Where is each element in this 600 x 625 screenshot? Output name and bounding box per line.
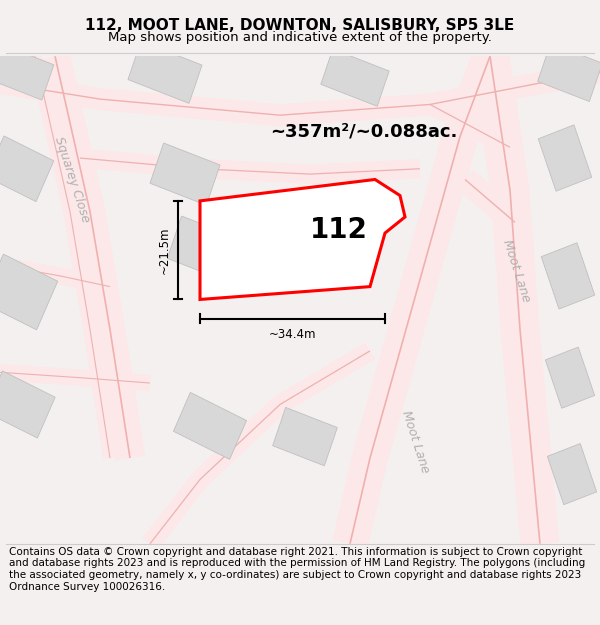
Polygon shape xyxy=(0,371,55,438)
Polygon shape xyxy=(173,392,247,459)
Polygon shape xyxy=(321,49,389,106)
Text: ~357m²/~0.088ac.: ~357m²/~0.088ac. xyxy=(270,122,457,140)
Polygon shape xyxy=(545,347,595,408)
Text: Squarey Close: Squarey Close xyxy=(52,135,92,224)
Polygon shape xyxy=(200,179,405,299)
Text: 112, MOOT LANE, DOWNTON, SALISBURY, SP5 3LE: 112, MOOT LANE, DOWNTON, SALISBURY, SP5 … xyxy=(85,18,515,32)
Polygon shape xyxy=(272,408,337,466)
Text: 112: 112 xyxy=(310,216,368,244)
Text: Moot Lane: Moot Lane xyxy=(399,409,431,475)
Polygon shape xyxy=(538,125,592,191)
Polygon shape xyxy=(150,143,220,205)
Text: ~34.4m: ~34.4m xyxy=(269,328,316,341)
Polygon shape xyxy=(0,254,58,330)
Polygon shape xyxy=(0,44,54,100)
Polygon shape xyxy=(167,216,243,282)
Polygon shape xyxy=(313,193,377,251)
Polygon shape xyxy=(547,444,596,504)
Text: ~21.5m: ~21.5m xyxy=(157,226,170,274)
Polygon shape xyxy=(0,136,54,202)
Polygon shape xyxy=(128,41,202,103)
Text: Map shows position and indicative extent of the property.: Map shows position and indicative extent… xyxy=(108,31,492,44)
Text: Contains OS data © Crown copyright and database right 2021. This information is : Contains OS data © Crown copyright and d… xyxy=(9,547,585,592)
Polygon shape xyxy=(541,242,595,309)
Polygon shape xyxy=(538,43,600,101)
Text: Moot Lane: Moot Lane xyxy=(500,238,532,304)
